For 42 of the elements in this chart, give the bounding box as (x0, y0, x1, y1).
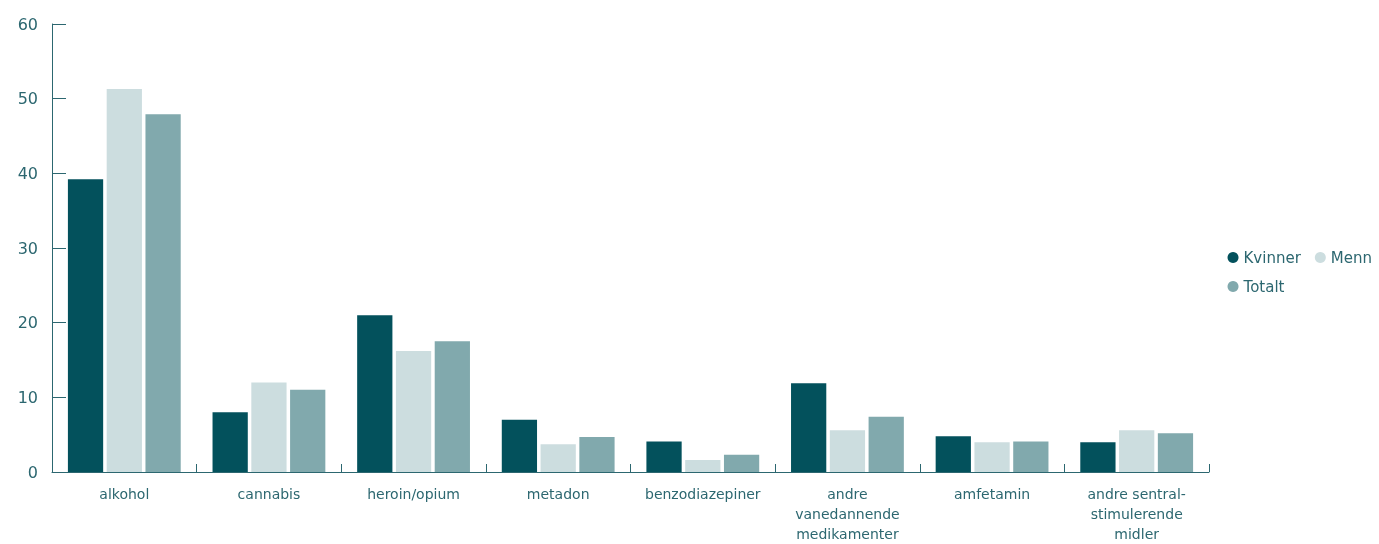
x-tick-label: alkohol (99, 486, 150, 502)
y-tick-label: 0 (27, 462, 38, 482)
bar (829, 430, 866, 472)
legend-label: Menn (1330, 248, 1372, 267)
bar (791, 383, 827, 472)
bar (685, 460, 721, 472)
legend-label: Totalt (1242, 277, 1285, 296)
x-tick-label: andre sentral- stimulerende midler (1087, 486, 1186, 542)
bar (935, 436, 971, 472)
bar (646, 441, 682, 472)
x-tick-label: metadon (526, 486, 590, 502)
x-tick-label: benzodiazepiner (645, 486, 761, 502)
y-tick-label: 20 (17, 313, 38, 333)
bar (434, 341, 470, 472)
bar (1119, 430, 1155, 472)
x-tick-label: heroin/opium (367, 486, 460, 502)
bar (540, 444, 576, 472)
bar (357, 315, 393, 472)
bar (868, 416, 904, 472)
bar (212, 412, 248, 472)
bar (67, 179, 104, 472)
bar (106, 88, 142, 472)
legend-label: Kvinner (1243, 248, 1302, 267)
y-tick-label: 10 (17, 387, 38, 407)
bar (1080, 442, 1116, 472)
bar (501, 419, 538, 472)
bar (579, 436, 615, 472)
bar (251, 382, 287, 472)
bar (723, 454, 760, 472)
y-tick-label: 50 (17, 89, 38, 109)
x-tick-label: andre vanedannende medikamenter (795, 486, 900, 542)
x-tick-label: cannabis (237, 486, 301, 502)
bar (974, 442, 1010, 472)
bar (145, 114, 181, 472)
y-tick-label: 60 (17, 14, 38, 34)
x-tick-label: amfetamin (953, 486, 1031, 502)
bar (1157, 433, 1194, 472)
y-tick-label: 40 (17, 163, 38, 183)
y-tick-label: 30 (17, 238, 38, 258)
bar (1013, 441, 1049, 472)
bar (290, 389, 326, 472)
bar (395, 351, 432, 472)
